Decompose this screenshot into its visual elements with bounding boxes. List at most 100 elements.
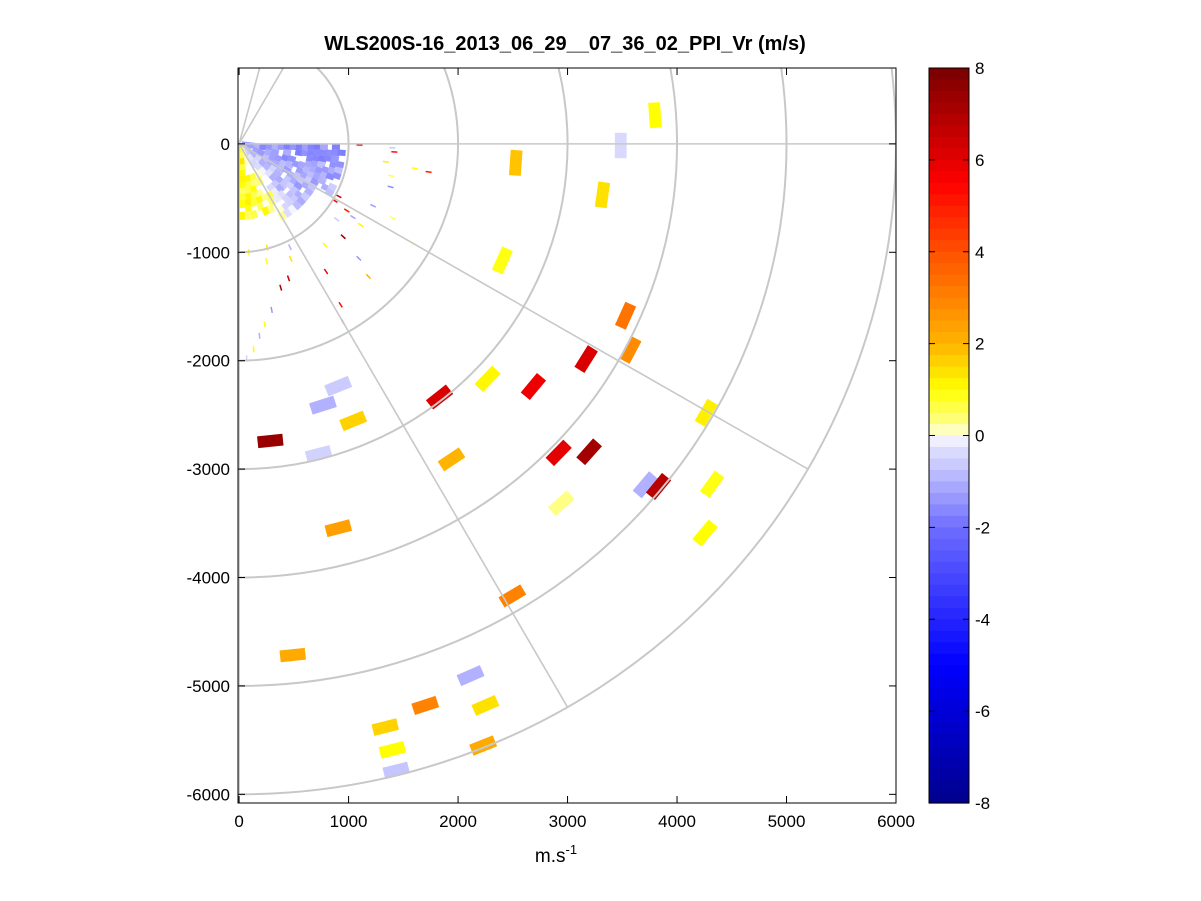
near-field-cell [244, 211, 252, 220]
sparse-return [391, 151, 398, 153]
range-gate-cell [437, 447, 466, 472]
range-gate-cell [257, 433, 284, 449]
range-gate-cell [619, 335, 642, 364]
colorbar-step [929, 458, 969, 471]
sparse-return [382, 160, 389, 163]
sparse-return [322, 242, 328, 248]
colorbar-step [929, 561, 969, 574]
colorbar-step [929, 607, 969, 620]
near-field-cell [291, 200, 302, 211]
x-tick-label: 0 [234, 812, 243, 831]
colorbar-step [929, 125, 969, 138]
near-field-cell [332, 171, 342, 181]
colorbar-step [929, 389, 969, 402]
colorbar-tick-label: 4 [975, 243, 984, 262]
colorbar-step [929, 171, 969, 184]
near-field-cell [327, 182, 338, 192]
colorbar-tick-label: 2 [975, 335, 984, 354]
range-gate-cell [304, 445, 333, 463]
range-gate-cell [545, 439, 572, 467]
colorbar-tick-label: -2 [975, 518, 990, 537]
colorbar-step [929, 251, 969, 264]
y-axis: 0 -1000 -2000 -3000 -4000 -5000 -6000 [187, 135, 896, 804]
range-gate-cell [614, 132, 627, 159]
colorbar-step [929, 446, 969, 460]
range-gate-cell [456, 665, 485, 687]
range-gate-cell [694, 398, 718, 427]
colorbar-step [929, 366, 969, 379]
near-field-cell [337, 149, 346, 157]
colorbar-step [929, 309, 969, 322]
colorbar-step [929, 619, 969, 632]
sparse-return [343, 208, 350, 213]
colorbar-step [929, 401, 969, 414]
colorbar-step [929, 79, 969, 92]
colorbar-step [929, 699, 969, 712]
range-gate-cell [339, 410, 368, 432]
sparse-return [338, 301, 343, 308]
range-gate-cell [699, 470, 725, 499]
x-tick-label: 2000 [439, 812, 477, 831]
colorbar-step [929, 642, 969, 655]
colorbar-step [929, 550, 969, 563]
near-field-cell [272, 193, 282, 204]
colorbar-step [929, 435, 969, 448]
sparse-return [258, 332, 261, 339]
colorbar-step [929, 653, 969, 666]
y-tick-label: -2000 [187, 352, 230, 371]
y-tick-label: 0 [221, 135, 230, 154]
range-gate-cell [425, 384, 454, 410]
near-field-cell [303, 187, 314, 197]
x-tick-label: 5000 [768, 812, 806, 831]
y-tick-label: -1000 [187, 243, 230, 262]
colorbar-step [929, 596, 969, 609]
colorbar-step [929, 355, 969, 368]
colorbar-step [929, 676, 969, 689]
chart-title: WLS200S-16_2013_06_29__07_36_02_PPI_Vr (… [324, 33, 805, 55]
colorbar-step [929, 630, 969, 643]
near-field-cell [249, 178, 259, 189]
colorbar-step [929, 274, 969, 287]
plot-frame [237, 67, 897, 804]
colorbar-step [929, 527, 969, 540]
sparse-return [287, 244, 292, 251]
colorbar-step [929, 217, 969, 230]
colorbar-step [929, 768, 969, 781]
near-field-cell [319, 143, 328, 151]
colorbar-step [929, 263, 969, 276]
range-gate-cell [471, 694, 500, 716]
near-field-cell [296, 196, 307, 207]
colorbar-step [929, 320, 969, 333]
near-field-cell [287, 204, 298, 215]
x-tick-label: 6000 [877, 812, 915, 831]
x-axis: 0 1000 2000 3000 4000 5000 6000 [234, 68, 915, 831]
near-field-cell [261, 206, 270, 216]
colorbar-step [929, 332, 969, 345]
sparse-return [270, 306, 274, 313]
near-field-cell [333, 166, 344, 175]
near-field-cell [331, 143, 341, 151]
azimuth-spoke-upper [238, 68, 261, 145]
colorbar-step [929, 515, 969, 528]
colorbar-step [929, 182, 969, 195]
near-field-cell [282, 148, 292, 157]
colorbar-step [929, 665, 969, 678]
near-field-cell [293, 181, 304, 191]
near-field-cell [282, 207, 293, 218]
sparse-return [357, 222, 364, 228]
range-gate-cell [692, 519, 718, 547]
range-gate-cell [279, 647, 306, 663]
near-field-cell [250, 209, 258, 219]
colorbar-step [929, 194, 969, 207]
range-gate-cell [371, 718, 400, 736]
sparse-return [389, 216, 396, 221]
colorbar-step [929, 286, 969, 299]
sparse-return [333, 216, 340, 222]
range-gate-cell [645, 472, 672, 501]
sparse-return [279, 284, 283, 291]
y-tick-label: -5000 [187, 677, 230, 696]
plot-area [238, 68, 896, 803]
colorbar-step [929, 102, 969, 115]
colorbar-tick-label: -8 [975, 794, 990, 813]
